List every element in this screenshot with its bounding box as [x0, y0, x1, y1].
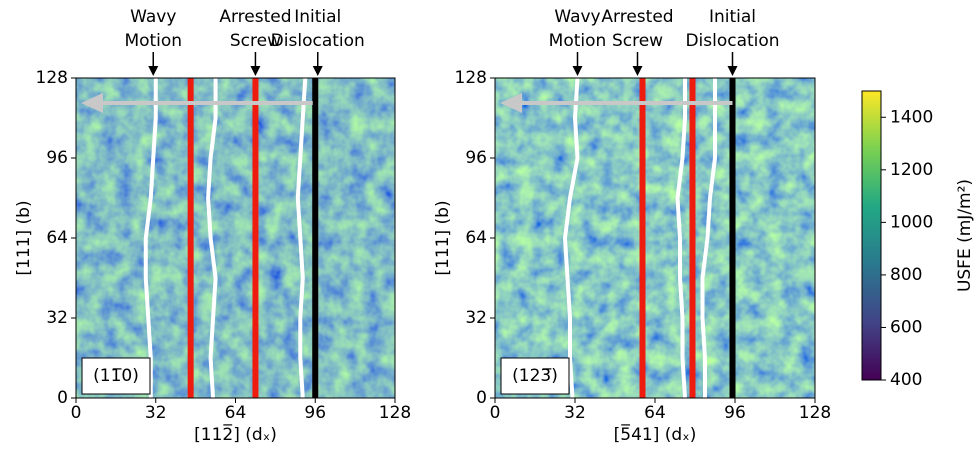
- colorbar: [861, 90, 882, 381]
- y-axis-label: [111] (b): [14, 200, 34, 275]
- colorbar-tick-label: 600: [890, 317, 922, 337]
- heatmap-field: [76, 78, 395, 398]
- annotation: Screw: [612, 31, 663, 51]
- y-tick-label: 64: [46, 228, 68, 248]
- dislocation-path: [563, 77, 580, 399]
- x-tick-label: 64: [225, 403, 247, 423]
- x-axis-label: [5̅41] (dₓ): [614, 423, 697, 445]
- x-tick-label: 64: [644, 403, 666, 423]
- y-tick-label: 96: [46, 148, 68, 168]
- y-axis-label: [111] (b): [433, 200, 453, 275]
- annotation: Initial: [294, 7, 341, 27]
- x-tick-label: 32: [145, 403, 167, 423]
- x-tick-label: 96: [724, 403, 746, 423]
- y-tick-label: 128: [36, 68, 68, 88]
- y-tick-label: 32: [465, 308, 487, 328]
- panel-label: (123̅): [512, 366, 558, 386]
- dislocation-path: [295, 77, 308, 399]
- annotation: Dislocation: [685, 31, 779, 51]
- x-tick-label: 128: [379, 403, 411, 423]
- annotation-arrow-head: [632, 66, 643, 76]
- annotation: Wavy: [130, 7, 176, 27]
- y-tick-label: 0: [57, 388, 68, 408]
- annotation-arrow-head: [148, 66, 159, 76]
- colorbar-label: USFE (mJ/m²): [955, 179, 975, 292]
- y-tick-label: 96: [465, 148, 487, 168]
- colorbar-tick-label: 1400: [890, 107, 933, 127]
- x-axis-label: [112̅] (dₓ): [194, 423, 277, 445]
- colorbar-tick-label: 1000: [890, 212, 933, 232]
- x-tick-label: 96: [304, 403, 326, 423]
- panel-label-box: [500, 357, 570, 395]
- annotation: Arrested: [601, 7, 673, 27]
- x-tick-label: 128: [799, 403, 831, 423]
- annotation: Arrested: [219, 7, 291, 27]
- annotation: Wavy: [554, 7, 600, 27]
- annotation: Initial: [709, 7, 756, 27]
- panel-label-box: [81, 357, 151, 395]
- panel-label: (11̅0): [93, 366, 139, 386]
- dislocation-path: [206, 78, 218, 399]
- annotation: Motion: [549, 31, 607, 51]
- colorbar-tick-label: 1200: [890, 160, 933, 180]
- motion-arrow-head: [80, 93, 103, 113]
- x-tick-label: 32: [564, 403, 586, 423]
- x-tick-label: 0: [490, 403, 501, 423]
- y-tick-label: 32: [46, 308, 68, 328]
- annotation: Dislocation: [271, 31, 365, 51]
- y-tick-label: 0: [476, 388, 487, 408]
- annotation-arrow-head: [727, 66, 738, 76]
- colorbar-tick-label: 800: [890, 265, 922, 285]
- annotation: Screw: [230, 31, 281, 51]
- annotation-arrow-head: [250, 66, 261, 76]
- axes-frame: [75, 77, 396, 399]
- heatmap-field: [495, 78, 815, 398]
- annotation-arrow-head: [312, 66, 323, 76]
- y-tick-label: 128: [455, 68, 487, 88]
- colorbar-tick-label: 400: [890, 370, 922, 390]
- dislocation-path: [143, 78, 158, 398]
- y-tick-label: 64: [465, 228, 487, 248]
- dislocation-path: [675, 78, 687, 399]
- dislocation-path: [700, 78, 717, 398]
- annotation-arrow-head: [572, 66, 583, 76]
- x-tick-label: 0: [71, 403, 82, 423]
- motion-arrow-head: [500, 93, 522, 113]
- axes-frame: [494, 77, 816, 399]
- annotation: Motion: [124, 31, 182, 51]
